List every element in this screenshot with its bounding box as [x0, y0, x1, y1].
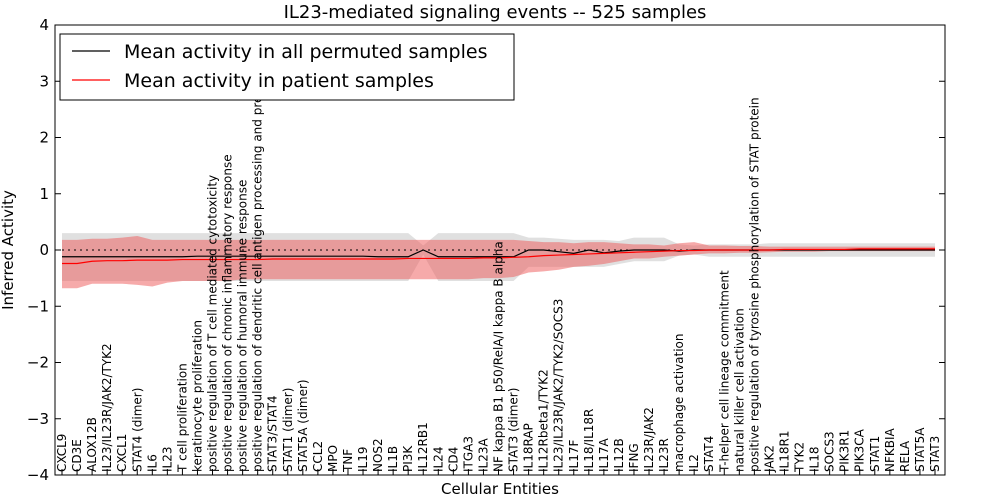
- legend-box: [59, 33, 515, 101]
- x-category-label: IL18R1: [777, 431, 791, 472]
- x-category-label: macrophage activation: [672, 334, 686, 472]
- x-category-label: positive regulation of chronic inflammat…: [221, 154, 235, 472]
- x-category-label: IL18RAP: [522, 423, 536, 472]
- y-tick-label: −1: [27, 297, 49, 315]
- y-axis: 4 3 2 1 0 −1 −2 −3 −4: [27, 16, 945, 484]
- x-category-label: IL6: [145, 454, 159, 472]
- x-axis: CXCL9 CD3E ALOX12B IL23/IL23R/JAK2/TYK2 CXCL…: [55, 39, 942, 475]
- y-tick-label: 3: [39, 72, 49, 90]
- x-category-label: PI3K: [401, 445, 415, 472]
- y-tick-label: 0: [39, 241, 49, 259]
- x-category-label: IL2: [687, 454, 701, 472]
- x-category-label: IL12RB1: [416, 422, 430, 472]
- x-category-label: IL23/IL23R/JAK2/TYK2/SOCS3: [552, 299, 566, 472]
- x-category-label: IL23R/JAK2: [642, 407, 656, 472]
- legend-label-patient: Mean activity in patient samples: [124, 70, 434, 92]
- x-category-label: PIK3CA: [853, 428, 867, 472]
- x-category-label: CXCL9: [55, 434, 69, 472]
- x-category-label: STAT4: [702, 436, 716, 472]
- x-category-label: PIK3R1: [838, 430, 852, 472]
- x-category-label: T cell proliferation: [175, 363, 189, 473]
- x-category-label: STAT3 (dimer): [507, 388, 521, 472]
- x-category-label: IL23: [160, 447, 174, 473]
- x-category-label: SOCS3: [823, 431, 837, 472]
- x-category-label: positive regulation of humoral immune re…: [236, 180, 250, 472]
- legend-label-permuted: Mean activity in all permuted samples: [124, 41, 487, 63]
- x-category-label: ITGA3: [461, 436, 475, 472]
- y-tick-label: −3: [27, 410, 49, 428]
- x-category-label: IL12Rbeta1/TYK2: [537, 369, 551, 472]
- x-category-label: IL18: [808, 447, 822, 473]
- y-tick-label: 4: [39, 16, 49, 34]
- x-category-label: NOS2: [371, 438, 385, 472]
- x-category-label: STAT1 (dimer): [281, 388, 295, 472]
- x-category-label: ALOX12B: [85, 417, 99, 472]
- x-category-label: IL24: [431, 447, 445, 473]
- x-category-label: CD4: [446, 447, 460, 472]
- y-tick-label: −2: [27, 354, 49, 372]
- legend: Mean activity in all permuted samples Me…: [59, 33, 515, 101]
- x-category-label: STAT3: [928, 436, 942, 472]
- x-category-label: IL18/IL18R: [582, 409, 596, 472]
- x-category-label: IL1B: [386, 446, 400, 472]
- x-category-label: T-helper cell lineage commitment: [717, 270, 731, 473]
- y-tick-label: 1: [39, 185, 49, 203]
- x-category-label: keratinocyte proliferation: [190, 320, 204, 472]
- x-category-label: MPO: [326, 445, 340, 472]
- series-lines: [62, 248, 935, 265]
- chart-title: IL23-mediated signaling events -- 525 sa…: [284, 2, 707, 23]
- x-category-label: positive regulation of tyrosine phosphor…: [747, 97, 761, 472]
- y-tick-label: 2: [39, 129, 49, 147]
- x-category-label: CXCL1: [115, 434, 129, 472]
- x-category-label: IL23/IL23R/JAK2/TYK2: [100, 343, 114, 472]
- x-category-label: JAK2: [762, 445, 776, 473]
- x-category-label: CCL2: [311, 441, 325, 472]
- x-category-label: STAT4 (dimer): [130, 388, 144, 472]
- x-category-label: IL19: [356, 447, 370, 473]
- x-axis-title: Cellular Entities: [441, 480, 559, 498]
- x-category-label: STAT3/STAT4: [266, 395, 280, 472]
- x-category-label: CD3E: [70, 439, 84, 472]
- x-category-label: natural killer cell activation: [732, 308, 746, 472]
- line-series-1: [62, 248, 935, 265]
- x-category-label: NF kappa B1 p50/RelA/I kappa B alpha: [492, 241, 506, 472]
- x-category-label: RELA: [898, 440, 912, 472]
- x-category-label: IFNG: [627, 443, 641, 472]
- band-series-1: [62, 235, 935, 289]
- y-tick-label: −4: [27, 466, 49, 484]
- x-category-label: STAT1: [868, 436, 882, 472]
- x-category-label: IL17F: [567, 440, 581, 472]
- x-category-label: STAT5A: [913, 427, 927, 472]
- x-category-label: NFKBIA: [883, 427, 897, 472]
- x-category-label: STAT5A (dimer): [296, 379, 310, 472]
- x-category-label: TNF: [341, 449, 355, 473]
- x-category-label: TYK2: [793, 442, 807, 473]
- x-category-label: positive regulation of T cell mediated c…: [206, 175, 220, 472]
- x-category-label: IL23A: [476, 438, 490, 472]
- x-category-label: IL17A: [597, 438, 611, 472]
- x-category-label: IL23R: [657, 438, 671, 472]
- x-category-label: positive regulation of dendritic cell an…: [251, 39, 265, 472]
- y-axis-title: Inferred Activity: [0, 190, 17, 310]
- x-category-label: IL12B: [612, 438, 626, 472]
